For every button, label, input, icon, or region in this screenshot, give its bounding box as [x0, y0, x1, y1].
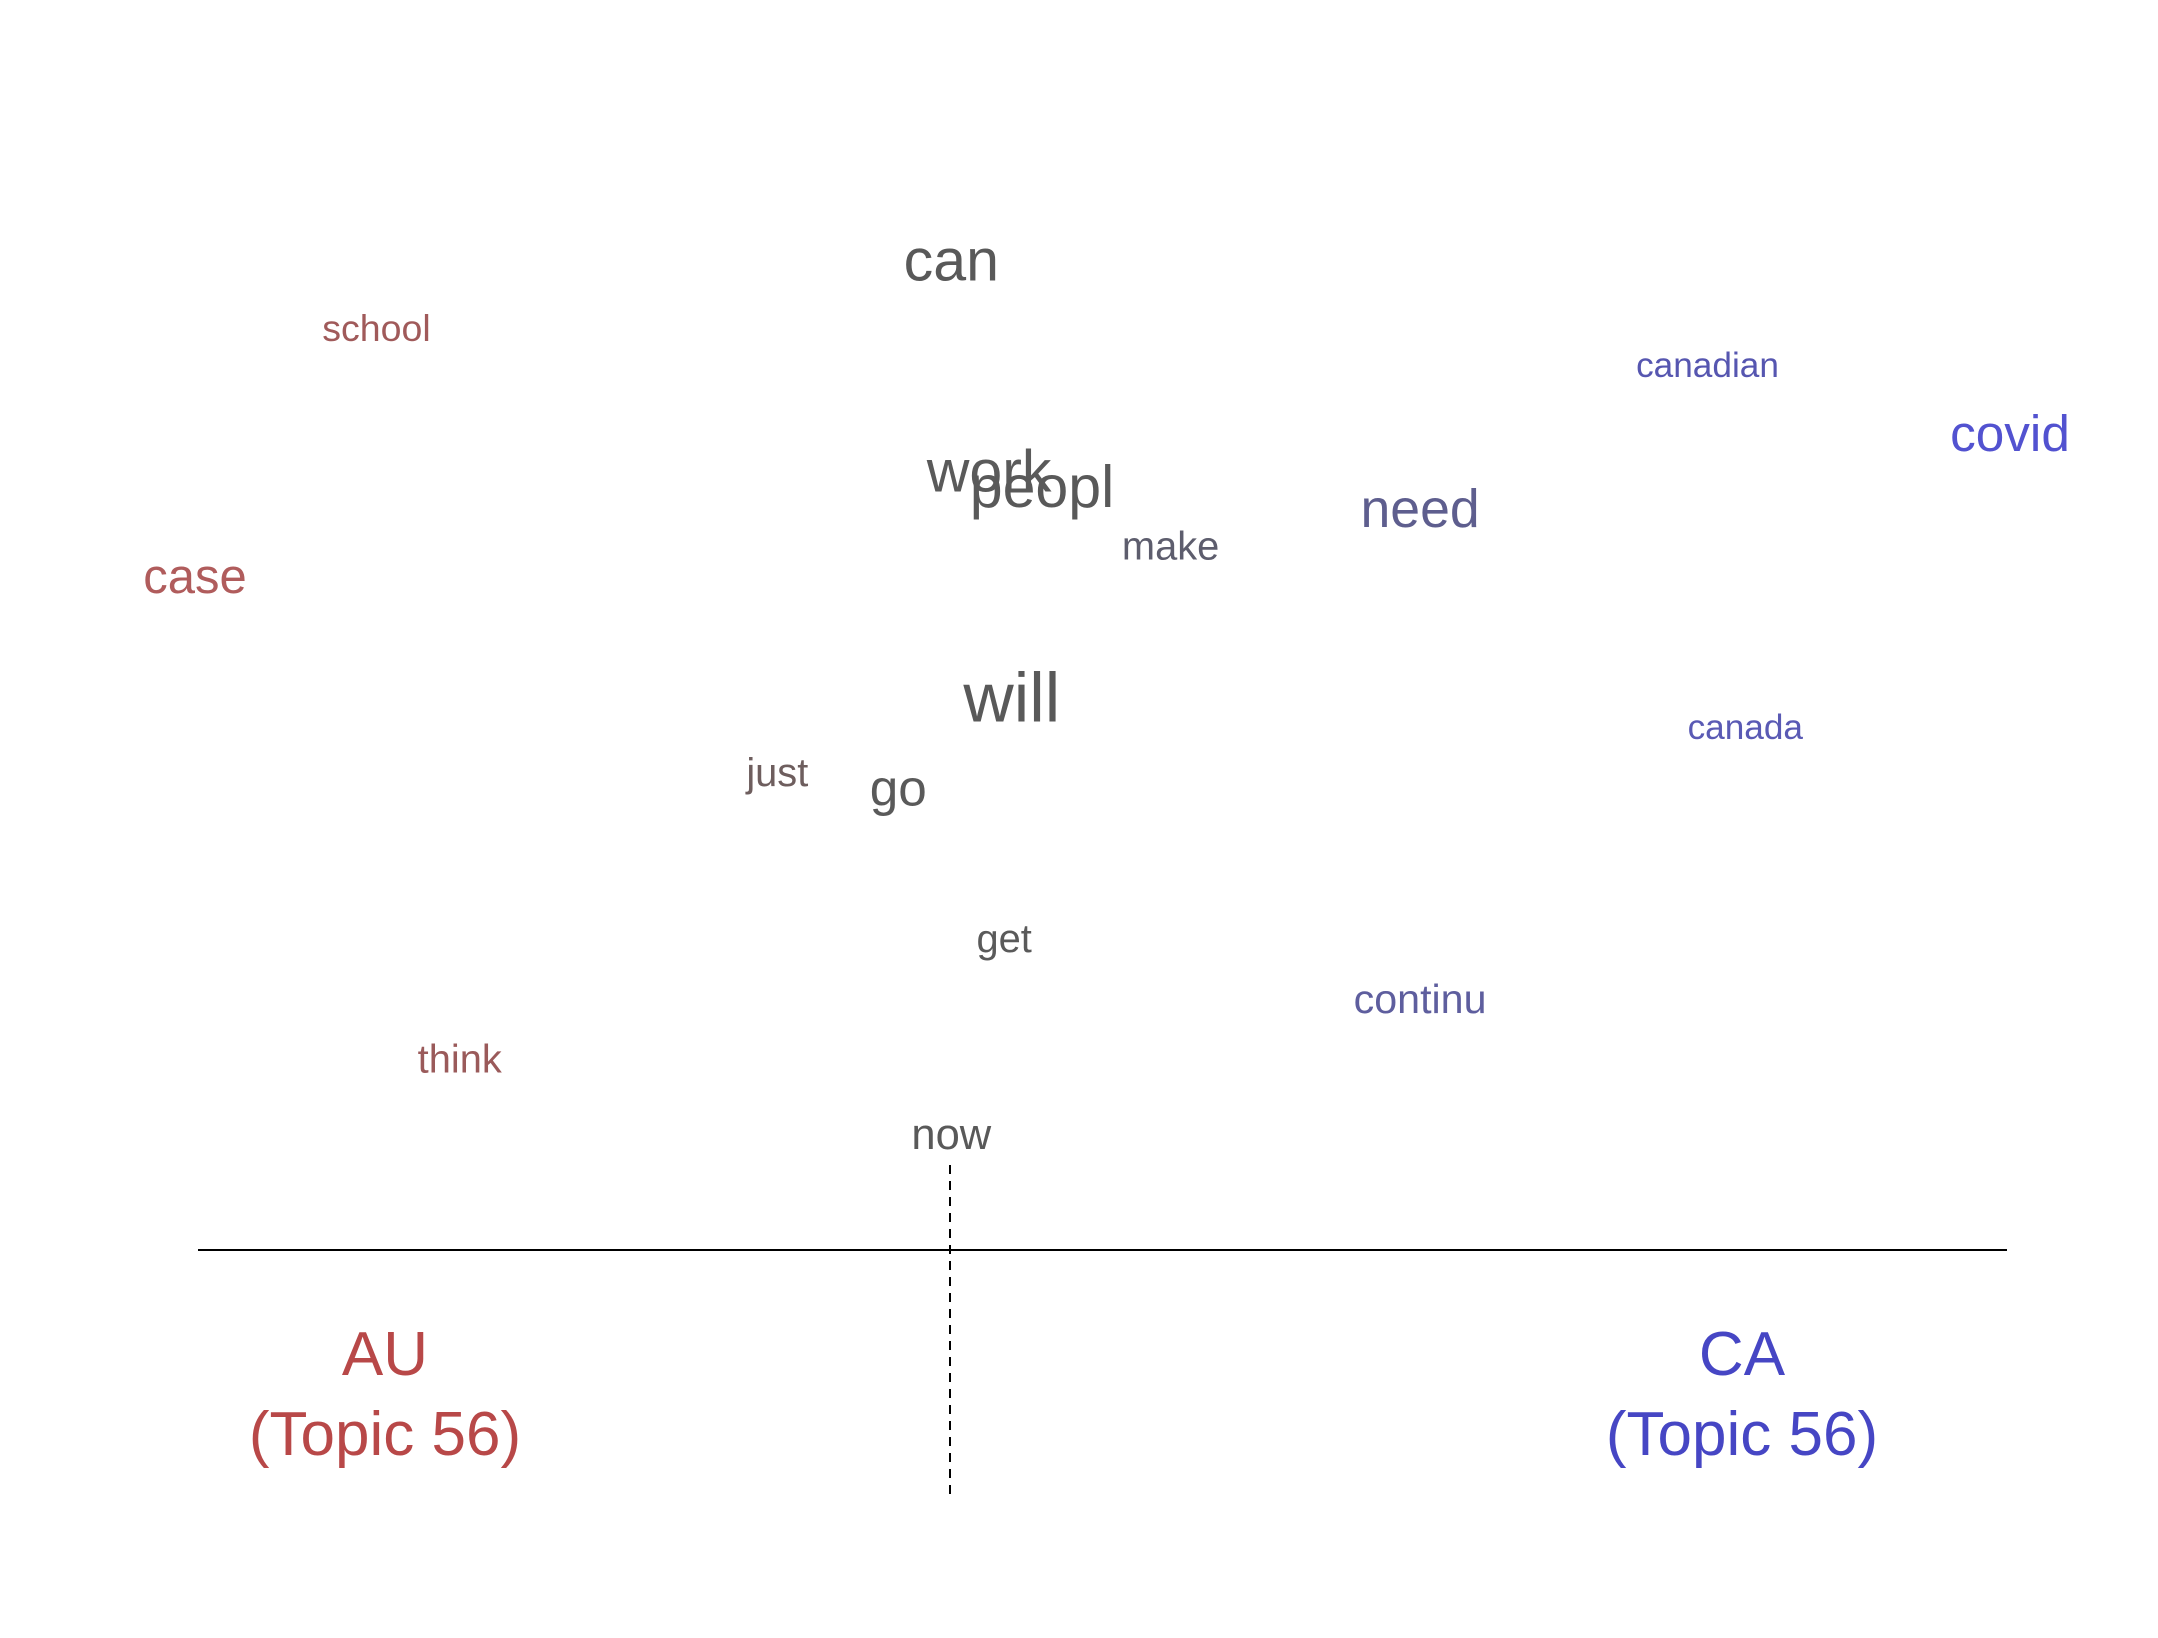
word-label-work: work: [926, 438, 1052, 505]
group-right-sub: (Topic 56): [1606, 1400, 1878, 1469]
word-label-now: now: [911, 1111, 991, 1159]
word-label-continu: continu: [1354, 976, 1487, 1022]
word-label-peopl: peopl: [970, 453, 1115, 520]
word-label-can: can: [904, 227, 999, 294]
word-label-make: make: [1122, 525, 1219, 569]
word-label-go: go: [870, 760, 927, 817]
word-label-need: need: [1360, 479, 1479, 539]
word-label-canadian: canadian: [1636, 346, 1779, 385]
group-left-sub: (Topic 56): [249, 1400, 521, 1469]
word-label-canada: canada: [1688, 708, 1804, 747]
group-right-name: CA: [1699, 1320, 1786, 1389]
group-left-name: AU: [342, 1320, 428, 1389]
word-label-get: get: [977, 917, 1032, 961]
word-label-will: will: [962, 659, 1060, 737]
word-label-just: just: [745, 751, 808, 795]
word-label-school: school: [322, 307, 430, 349]
word-label-covid: covid: [1950, 405, 2070, 462]
word-label-think: think: [418, 1038, 502, 1082]
word-label-case: case: [143, 550, 247, 604]
